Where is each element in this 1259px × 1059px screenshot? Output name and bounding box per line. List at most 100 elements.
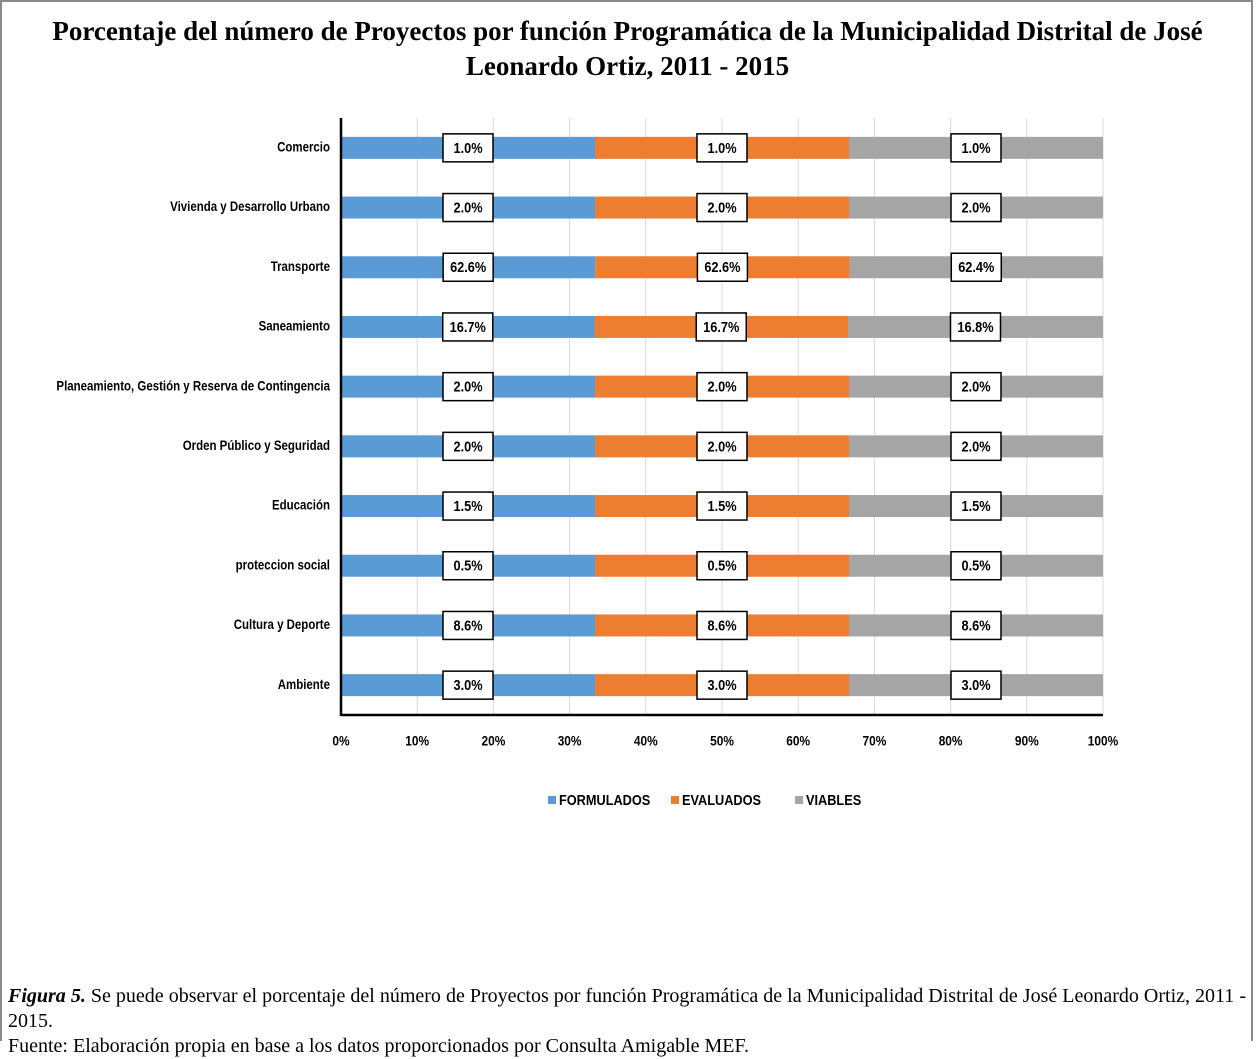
data-label-box <box>950 371 1002 402</box>
data-label: 2.0% <box>707 198 736 215</box>
data-label-box <box>696 192 748 223</box>
data-label-group: 62.4% <box>958 258 994 275</box>
legend-group: EVALUADOS <box>682 791 761 808</box>
data-label-box <box>696 670 748 700</box>
data-label: 2.0% <box>707 437 736 454</box>
figure-frame <box>0 0 1253 1041</box>
data-label-group: 2.0% <box>961 378 990 395</box>
data-label-box <box>696 610 748 641</box>
data-label: 16.8% <box>957 318 993 335</box>
data-label-group: 0.5% <box>961 557 990 574</box>
data-label: 0.5% <box>961 557 990 574</box>
data-label-group: 1.0% <box>961 139 990 156</box>
y-tick-label: Saneamiento <box>259 318 331 334</box>
data-label-box <box>950 431 1002 462</box>
legend-group: VIABLES <box>806 791 861 808</box>
x-tick-label: 90% <box>1015 733 1039 749</box>
x-tick-group: 100% <box>1088 733 1119 749</box>
data-label: 3.0% <box>961 676 990 693</box>
x-tick-group: 20% <box>481 733 505 749</box>
data-label-box <box>442 491 494 521</box>
figure-caption: Se puede observar el porcentaje del núme… <box>8 985 1247 1032</box>
category-group: proteccion social <box>236 556 330 572</box>
data-label-box <box>950 491 1002 521</box>
x-tick-group: 70% <box>862 733 886 749</box>
x-tick-group: 50% <box>710 733 734 749</box>
data-label-group: 3.0% <box>961 676 990 693</box>
data-label-box <box>442 192 494 223</box>
data-label: 2.0% <box>453 378 482 395</box>
data-label-group: 0.5% <box>453 557 482 574</box>
data-label-box <box>696 252 749 282</box>
y-tick-label: Educación <box>272 497 330 513</box>
y-tick-label: Planeamiento, Gestión y Reserva de Conti… <box>56 377 330 393</box>
data-label: 0.5% <box>707 557 736 574</box>
data-label-group: 2.0% <box>961 198 990 215</box>
data-label-box <box>442 371 494 402</box>
data-label-box <box>442 551 494 581</box>
data-label-box <box>950 670 1002 700</box>
y-tick-label: Orden Público y Seguridad <box>183 437 330 453</box>
data-label-group: 1.0% <box>453 139 482 156</box>
chart-title: Porcentaje del número de Proyectos por f… <box>52 16 1203 81</box>
legend-label: FORMULADOS <box>559 791 650 808</box>
data-label: 2.0% <box>961 198 990 215</box>
data-label-box <box>696 371 748 402</box>
chart: 0% 10% 20% 30% 40% 50% 60% 70% 80% 90% 100% Comerci… <box>56 118 1119 808</box>
data-label: 8.6% <box>961 616 990 633</box>
figure-label: Figura 5. <box>8 985 86 1007</box>
data-label-box <box>950 610 1002 641</box>
y-tick-label: Comercio <box>277 138 330 154</box>
data-label-box <box>950 551 1002 581</box>
x-tick-group: 60% <box>786 733 810 749</box>
legend-swatch <box>548 796 556 804</box>
x-tick-group: 10% <box>405 733 429 749</box>
x-tick-label: 40% <box>634 733 658 749</box>
y-tick-label: proteccion social <box>236 556 330 572</box>
data-label-group: 8.6% <box>961 616 990 633</box>
data-label-group: 1.5% <box>453 497 482 514</box>
data-label-box <box>441 312 494 342</box>
data-label: 62.6% <box>704 258 740 275</box>
data-label-group: 1.0% <box>707 139 736 156</box>
data-label: 3.0% <box>707 676 736 693</box>
data-label: 2.0% <box>961 437 990 454</box>
category-group: Cultura y Deporte <box>234 616 330 632</box>
x-tick-group: 30% <box>558 733 582 749</box>
x-tick-label: 10% <box>405 733 429 749</box>
data-label: 1.5% <box>453 497 482 514</box>
category-group: Planeamiento, Gestión y Reserva de Conti… <box>56 377 330 393</box>
x-tick-group: 80% <box>939 733 963 749</box>
data-label: 1.0% <box>707 139 736 156</box>
category-group: Educación <box>272 497 330 513</box>
x-tick-label: 80% <box>939 733 963 749</box>
category-group: Saneamiento <box>259 318 331 334</box>
legend-label: VIABLES <box>806 791 861 808</box>
data-label: 8.6% <box>707 616 736 633</box>
data-label: 1.5% <box>707 497 736 514</box>
category-group: Comercio <box>277 138 330 154</box>
x-tick-group: 90% <box>1015 733 1039 749</box>
legend-swatch <box>795 796 803 804</box>
y-tick-label: Transporte <box>271 258 330 274</box>
category-group: Vivienda y Desarrollo Urbano <box>170 198 330 214</box>
data-label-group: 0.5% <box>707 557 736 574</box>
data-label-group: 62.6% <box>704 258 740 275</box>
data-label: 3.0% <box>453 676 482 693</box>
data-label: 62.4% <box>958 258 994 275</box>
data-label-group: 62.6% <box>450 258 486 275</box>
data-label: 1.0% <box>453 139 482 156</box>
data-label-box <box>950 192 1002 223</box>
data-label-group: 2.0% <box>961 437 990 454</box>
data-label: 2.0% <box>961 378 990 395</box>
data-label: 1.5% <box>961 497 990 514</box>
data-label-box <box>442 610 494 641</box>
data-label-box <box>949 312 1002 342</box>
x-tick-label: 100% <box>1088 733 1119 749</box>
x-tick-group: 40% <box>634 733 658 749</box>
data-label: 2.0% <box>453 437 482 454</box>
x-tick-label: 70% <box>862 733 886 749</box>
data-label-group: 16.8% <box>957 318 993 335</box>
figure-source: Fuente: Elaboración propia en base a los… <box>8 1035 750 1057</box>
